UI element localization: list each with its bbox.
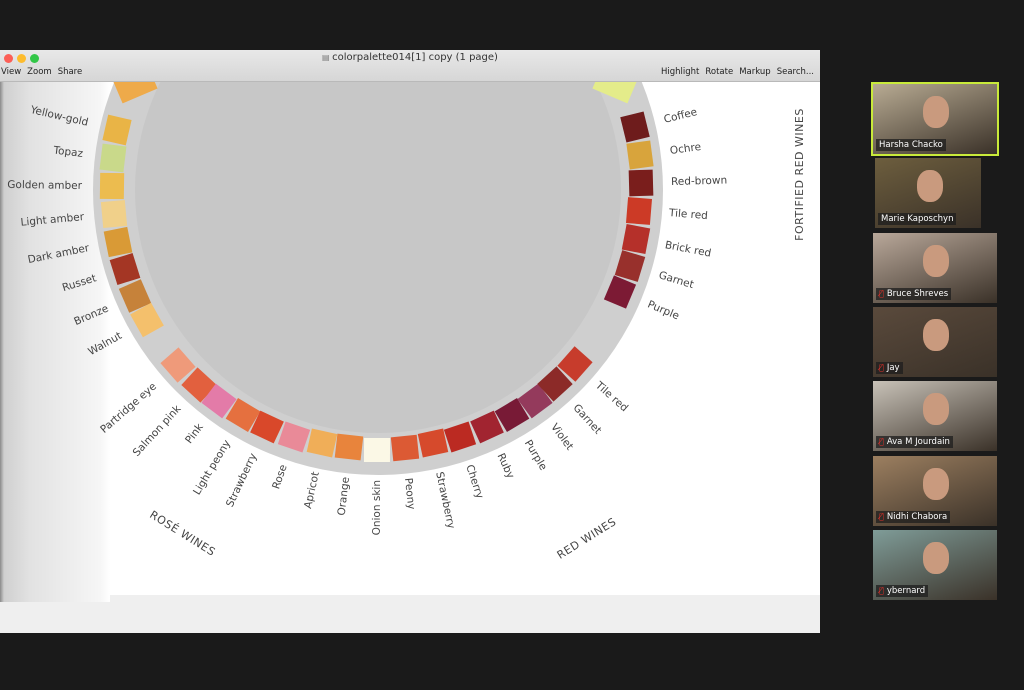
swatch-label: Ruby <box>494 451 516 481</box>
share-button[interactable]: Share <box>57 67 83 77</box>
color-swatch <box>99 172 125 200</box>
swatch-label: Golden amber <box>7 178 83 192</box>
participant-video <box>922 244 949 277</box>
participant-video <box>922 467 949 500</box>
close-button[interactable] <box>4 54 13 63</box>
preview-window: ▤ colorpalette014[1] copy (1 page) View Z… <box>0 50 820 633</box>
swatch-label: Apricot <box>301 470 322 511</box>
swatch-label: Garnet <box>656 268 695 291</box>
color-swatch <box>628 169 654 197</box>
swatch-label: Purple <box>522 437 550 473</box>
participant-video-tile[interactable]: Marie Kaposchyn <box>875 158 981 229</box>
color-swatch <box>103 226 133 258</box>
participant-video <box>922 96 949 128</box>
color-swatch <box>363 437 391 463</box>
swatch-label: Cherry <box>463 463 487 501</box>
swatch-label: Violet <box>548 421 576 453</box>
title-bar: ▤ colorpalette014[1] copy (1 page) View Z… <box>0 50 820 82</box>
participant-video <box>917 170 944 203</box>
mic-muted-icon: 🎙̸ <box>879 288 884 298</box>
participant-name: 🎙̸ ybernard <box>876 584 929 597</box>
participant-name: 🎙̸ Nidhi Chabora <box>876 510 951 523</box>
window-title: ▤ colorpalette014[1] copy (1 page) <box>0 52 820 63</box>
swatch-label: Strawberry <box>433 471 458 531</box>
section-label-fortified: FORTIFIED RED WINES <box>792 108 806 241</box>
toolbar-right: Highlight Rotate Markup Search... <box>661 67 820 77</box>
section-label-red: RED WINES <box>554 515 619 562</box>
participant-name: 🎙̸ Bruce Shreves <box>876 287 952 300</box>
participant-video-tile[interactable]: 🎙̸ Jay <box>873 306 997 377</box>
toolbar-left: View Zoom Share <box>1 67 88 77</box>
color-swatch <box>100 199 128 229</box>
maximize-button[interactable] <box>30 54 39 63</box>
mic-muted-icon: 🎙̸ <box>879 585 884 595</box>
swatch-label: Strawberry <box>224 451 260 510</box>
participant-video <box>922 393 949 426</box>
rotate-button[interactable]: Rotate <box>705 67 734 77</box>
swatch-label: Tile red <box>593 379 631 415</box>
participant-name-text: Bruce Shreves <box>886 288 949 299</box>
color-swatch <box>334 433 364 461</box>
participant-video-tile[interactable]: 🎙̸ Ava M Jourdain <box>873 381 997 452</box>
swatch-label: Rose <box>270 463 291 492</box>
minimize-button[interactable] <box>17 54 26 63</box>
document-icon: ▤ <box>322 53 333 62</box>
swatch-label: Ochre <box>668 140 702 157</box>
participant-name-text: Marie Kaposchyn <box>881 214 954 225</box>
search-field[interactable]: Search... <box>776 67 814 77</box>
participant-video <box>922 541 949 574</box>
swatch-label: Orange <box>335 476 352 517</box>
swatch-label: Tile red <box>668 207 709 223</box>
participant-name-text: Ava M Jourdain <box>886 437 950 448</box>
mic-muted-icon: 🎙̸ <box>879 511 884 521</box>
color-swatch <box>625 197 653 225</box>
participant-name-text: ybernard <box>886 585 926 596</box>
participant-video-tile[interactable]: 🎙̸ ybernard <box>873 529 997 600</box>
participant-name-text: Nidhi Chabora <box>886 511 948 522</box>
swatch-label: Brick red <box>664 238 713 260</box>
swatch-label: Salmon pink <box>130 403 184 460</box>
mic-muted-icon: 🎙̸ <box>879 437 884 447</box>
document-page: Yellow-gold Topaz Golden amber Light amber D… <box>0 82 820 633</box>
swatch-label: Garnet <box>570 402 604 437</box>
participant-video-tile[interactable]: 🎙̸ Bruce Shreves <box>873 232 997 303</box>
swatch-label: Coffee <box>662 105 699 126</box>
page-bottom-margin <box>0 595 820 633</box>
highlight-button[interactable]: Highlight <box>660 67 700 77</box>
participant-name: 🎙̸ Ava M Jourdain <box>876 436 953 449</box>
swatch-label: Onion skin <box>370 479 383 536</box>
swatch-label: Peony <box>402 477 418 510</box>
swatch-label: Light peony <box>190 437 233 497</box>
swatch-label: Pink <box>183 421 206 446</box>
color-swatch <box>621 223 651 255</box>
view-button[interactable]: View <box>1 67 22 77</box>
participant-name: 🎙̸ Jay <box>876 361 903 374</box>
page-shadow <box>0 82 110 602</box>
participant-video-tile[interactable]: Harsha Chacko <box>871 82 999 156</box>
participant-name: Marie Kaposchyn <box>878 213 957 226</box>
window-title-text: colorpalette014[1] copy (1 page) <box>332 52 498 63</box>
participant-name: Harsha Chacko <box>876 139 946 151</box>
zoom-button[interactable]: Zoom <box>27 67 52 77</box>
participant-video <box>922 318 949 351</box>
color-swatch <box>390 434 420 462</box>
mic-muted-icon: 🎙̸ <box>879 362 884 372</box>
section-label-rose: ROSÉ WINES <box>147 508 218 559</box>
color-swatch <box>99 143 127 173</box>
participant-name-text: Harsha Chacko <box>879 140 943 150</box>
markup-button[interactable]: Markup <box>739 67 771 77</box>
participant-name-text: Jay <box>886 362 900 373</box>
swatch-label: Purple <box>645 298 681 323</box>
color-swatch <box>626 140 654 170</box>
participant-video-tile[interactable]: 🎙̸ Nidhi Chabora <box>873 455 997 526</box>
swatch-label: Red-brown <box>670 174 728 189</box>
